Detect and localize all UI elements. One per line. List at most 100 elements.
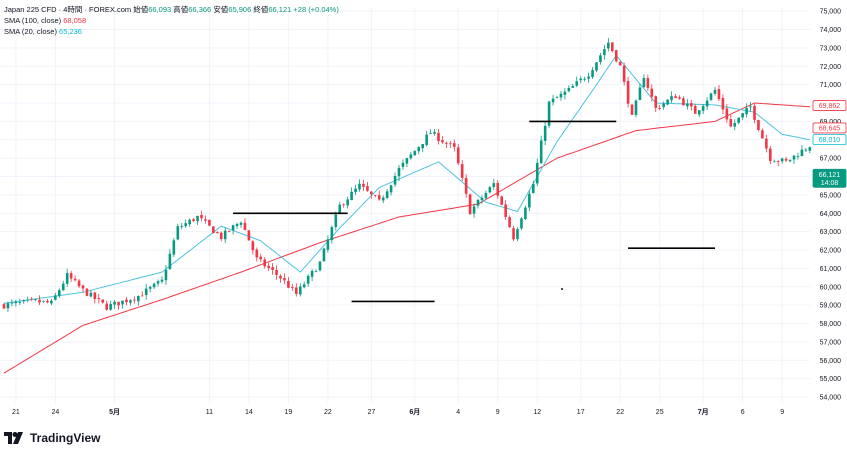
candle-body[interactable]	[405, 158, 409, 164]
candle-body[interactable]	[65, 273, 69, 284]
candle-body[interactable]	[445, 142, 448, 144]
candle-body[interactable]	[358, 183, 361, 190]
candle-body[interactable]	[583, 78, 586, 80]
candle-body[interactable]	[757, 120, 760, 130]
candle-body[interactable]	[243, 222, 247, 230]
candle-body[interactable]	[188, 219, 191, 225]
candle-body[interactable]	[622, 65, 626, 82]
candle-body[interactable]	[164, 269, 168, 281]
candle-body[interactable]	[441, 140, 444, 143]
candle-body[interactable]	[212, 226, 215, 234]
candle-body[interactable]	[579, 78, 582, 81]
candle-body[interactable]	[160, 279, 164, 282]
candle-body[interactable]	[200, 215, 203, 219]
candle-body[interactable]	[591, 70, 594, 77]
candle-body[interactable]	[674, 96, 677, 99]
candle-body[interactable]	[563, 91, 567, 95]
candle-body[interactable]	[618, 61, 622, 66]
candle-body[interactable]	[701, 105, 705, 111]
candle-body[interactable]	[287, 280, 290, 288]
candle-body[interactable]	[231, 225, 235, 231]
candle-body[interactable]	[460, 164, 464, 178]
candle-body[interactable]	[318, 261, 322, 271]
candle-body[interactable]	[524, 207, 527, 220]
candle-body[interactable]	[705, 100, 709, 107]
candle-body[interactable]	[101, 299, 105, 303]
candle-body[interactable]	[480, 197, 484, 201]
candle-body[interactable]	[769, 148, 772, 162]
candle-body[interactable]	[334, 214, 338, 227]
candle-body[interactable]	[749, 106, 752, 108]
candle-body[interactable]	[298, 286, 302, 295]
candle-body[interactable]	[172, 240, 176, 255]
candle-body[interactable]	[38, 299, 41, 303]
candle-body[interactable]	[555, 97, 559, 99]
candle-body[interactable]	[251, 241, 255, 251]
candle-body[interactable]	[484, 192, 488, 199]
candle-body[interactable]	[516, 229, 519, 240]
candle-body[interactable]	[34, 299, 37, 301]
candle-body[interactable]	[658, 108, 661, 109]
candle-body[interactable]	[607, 42, 610, 49]
candle-body[interactable]	[85, 288, 89, 296]
candle-body[interactable]	[89, 292, 93, 297]
indicator-sma100[interactable]: SMA (100, close) 68,058	[4, 15, 339, 26]
candle-body[interactable]	[543, 125, 547, 141]
candle-body[interactable]	[239, 222, 243, 225]
candle-body[interactable]	[603, 49, 606, 56]
candle-body[interactable]	[192, 219, 195, 222]
candle-body[interactable]	[512, 228, 515, 240]
candle-body[interactable]	[808, 147, 812, 151]
candle-body[interactable]	[772, 161, 776, 163]
candle-body[interactable]	[18, 302, 22, 303]
candle-body[interactable]	[342, 204, 345, 206]
candle-body[interactable]	[697, 110, 701, 115]
candle-body[interactable]	[247, 230, 251, 241]
candle-body[interactable]	[227, 230, 231, 232]
candle-body[interactable]	[73, 278, 77, 281]
candle-body[interactable]	[216, 232, 219, 234]
candle-body[interactable]	[283, 277, 286, 281]
candle-body[interactable]	[780, 158, 784, 162]
candle-body[interactable]	[776, 161, 780, 162]
candle-body[interactable]	[314, 271, 318, 273]
candle-body[interactable]	[721, 98, 725, 110]
candle-body[interactable]	[741, 113, 744, 118]
candle-body[interactable]	[686, 103, 689, 107]
candle-body[interactable]	[650, 88, 654, 97]
candle-body[interactable]	[468, 194, 472, 215]
candle-body[interactable]	[678, 97, 681, 99]
candle-body[interactable]	[449, 143, 452, 145]
candle-body[interactable]	[535, 162, 539, 184]
candle-body[interactable]	[682, 98, 685, 106]
candle-body[interactable]	[204, 219, 207, 221]
candle-body[interactable]	[58, 290, 61, 296]
candle-body[interactable]	[148, 286, 152, 289]
candle-body[interactable]	[587, 76, 590, 79]
candle-body[interactable]	[54, 295, 57, 300]
candle-body[interactable]	[362, 183, 365, 187]
candle-body[interactable]	[614, 50, 618, 62]
candle-body[interactable]	[121, 300, 124, 305]
candle-body[interactable]	[77, 280, 81, 287]
candle-body[interactable]	[500, 196, 503, 205]
candle-body[interactable]	[184, 223, 187, 227]
candle-body[interactable]	[496, 182, 500, 196]
candle-body[interactable]	[547, 101, 551, 126]
candle-body[interactable]	[528, 193, 531, 208]
candle-body[interactable]	[125, 299, 128, 303]
candle-body[interactable]	[788, 159, 792, 162]
candle-body[interactable]	[729, 119, 733, 127]
candle-body[interactable]	[508, 217, 511, 228]
candle-body[interactable]	[595, 62, 598, 71]
candle-body[interactable]	[532, 183, 535, 194]
candle-body[interactable]	[381, 197, 385, 201]
candle-body[interactable]	[425, 134, 428, 146]
candle-body[interactable]	[61, 283, 65, 291]
candle-body[interactable]	[488, 187, 492, 193]
candle-body[interactable]	[539, 140, 543, 164]
candle-body[interactable]	[551, 98, 555, 103]
candle-body[interactable]	[800, 149, 804, 157]
candle-body[interactable]	[630, 104, 634, 115]
candle-body[interactable]	[223, 230, 227, 240]
